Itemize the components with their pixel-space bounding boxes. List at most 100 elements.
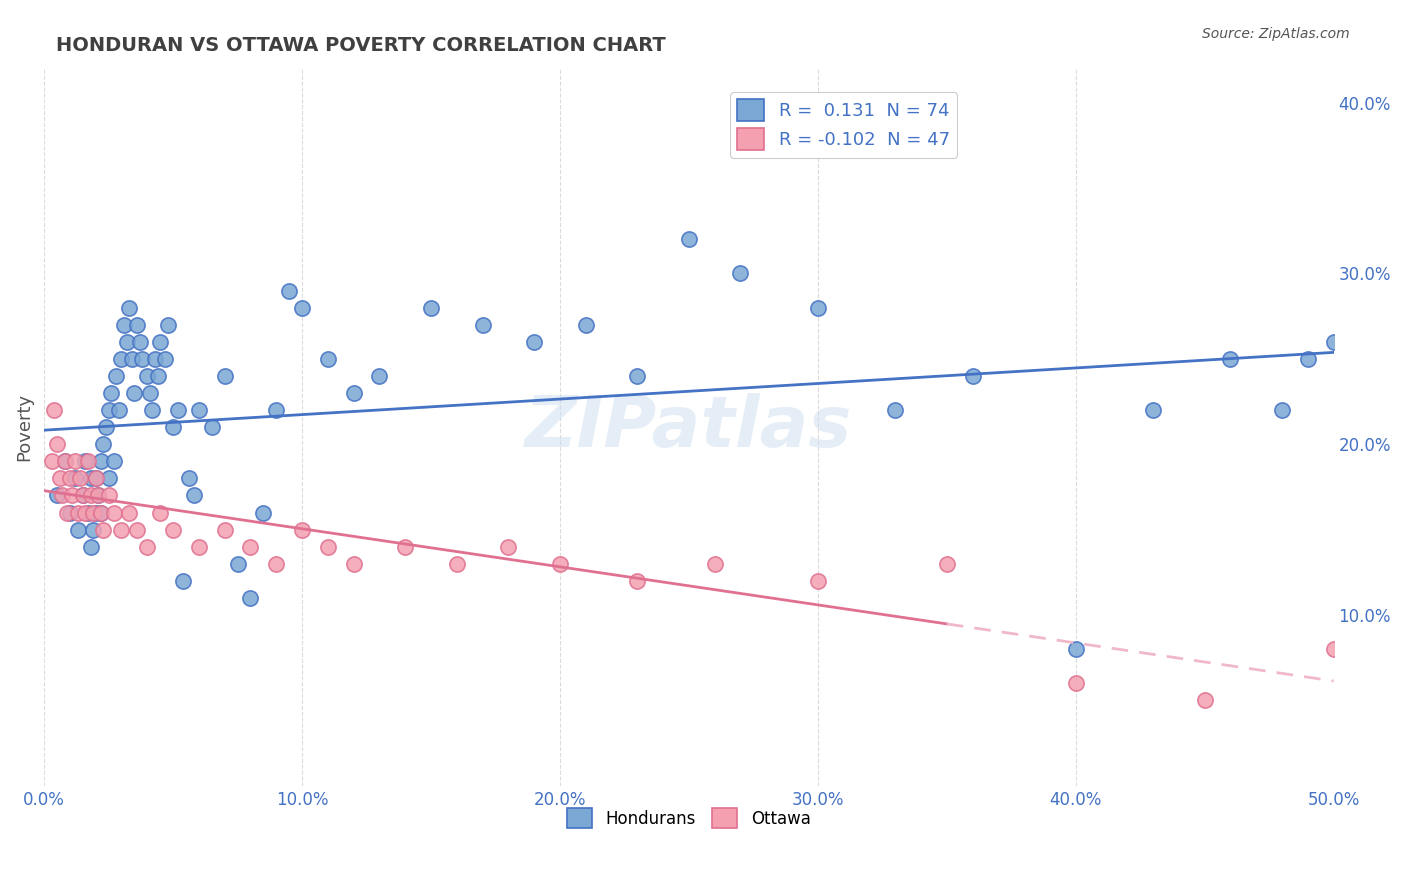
Point bbox=[187, 540, 209, 554]
Point bbox=[278, 284, 301, 298]
Point bbox=[84, 471, 107, 485]
Point bbox=[87, 488, 110, 502]
Text: HONDURAN VS OTTAWA POVERTY CORRELATION CHART: HONDURAN VS OTTAWA POVERTY CORRELATION C… bbox=[56, 36, 666, 54]
Point bbox=[105, 368, 128, 383]
Point bbox=[90, 506, 112, 520]
Point bbox=[172, 574, 194, 588]
Point bbox=[97, 488, 120, 502]
Point bbox=[124, 386, 146, 401]
Point bbox=[136, 540, 159, 554]
Point bbox=[53, 454, 76, 468]
Point bbox=[1323, 334, 1346, 349]
Point bbox=[125, 523, 148, 537]
Point bbox=[162, 420, 184, 434]
Point bbox=[82, 506, 104, 520]
Point bbox=[226, 557, 249, 571]
Point bbox=[128, 334, 150, 349]
Point bbox=[239, 540, 262, 554]
Point bbox=[97, 403, 120, 417]
Point bbox=[703, 557, 725, 571]
Point bbox=[46, 488, 69, 502]
Point bbox=[626, 368, 648, 383]
Point bbox=[962, 368, 984, 383]
Point bbox=[498, 540, 520, 554]
Point bbox=[291, 523, 314, 537]
Point bbox=[316, 540, 339, 554]
Point bbox=[239, 591, 262, 605]
Point bbox=[77, 454, 100, 468]
Point bbox=[394, 540, 416, 554]
Point bbox=[136, 368, 159, 383]
Point bbox=[162, 523, 184, 537]
Point bbox=[1271, 403, 1294, 417]
Point bbox=[84, 506, 107, 520]
Point bbox=[125, 318, 148, 332]
Point bbox=[291, 301, 314, 315]
Point bbox=[103, 454, 125, 468]
Point bbox=[678, 232, 700, 246]
Point bbox=[884, 403, 907, 417]
Point bbox=[807, 574, 830, 588]
Text: Source: ZipAtlas.com: Source: ZipAtlas.com bbox=[1202, 27, 1350, 41]
Point bbox=[167, 403, 190, 417]
Point bbox=[62, 488, 84, 502]
Point bbox=[626, 574, 648, 588]
Point bbox=[79, 471, 101, 485]
Point bbox=[103, 506, 125, 520]
Point bbox=[252, 506, 274, 520]
Point bbox=[935, 557, 957, 571]
Point bbox=[75, 454, 97, 468]
Point bbox=[446, 557, 468, 571]
Point bbox=[66, 523, 89, 537]
Point bbox=[1064, 642, 1087, 657]
Point bbox=[51, 488, 73, 502]
Point bbox=[94, 420, 117, 434]
Point bbox=[1064, 676, 1087, 690]
Point bbox=[93, 523, 115, 537]
Point bbox=[523, 334, 546, 349]
Point bbox=[146, 368, 169, 383]
Point bbox=[90, 506, 112, 520]
Point bbox=[115, 334, 138, 349]
Point bbox=[264, 403, 287, 417]
Point bbox=[44, 403, 66, 417]
Point bbox=[41, 454, 63, 468]
Point bbox=[187, 403, 209, 417]
Point bbox=[471, 318, 494, 332]
Point bbox=[155, 351, 177, 366]
Point bbox=[118, 301, 141, 315]
Point bbox=[183, 488, 205, 502]
Point bbox=[110, 523, 132, 537]
Point bbox=[1194, 693, 1216, 707]
Point bbox=[110, 351, 132, 366]
Point bbox=[131, 351, 153, 366]
Point bbox=[1323, 642, 1346, 657]
Point bbox=[548, 557, 571, 571]
Point bbox=[264, 557, 287, 571]
Point bbox=[69, 471, 91, 485]
Y-axis label: Poverty: Poverty bbox=[15, 393, 32, 461]
Point bbox=[84, 471, 107, 485]
Point bbox=[177, 471, 200, 485]
Point bbox=[48, 471, 70, 485]
Point bbox=[77, 506, 100, 520]
Point bbox=[112, 318, 135, 332]
Point bbox=[149, 506, 172, 520]
Point bbox=[75, 506, 97, 520]
Point bbox=[807, 301, 830, 315]
Point bbox=[72, 488, 94, 502]
Point bbox=[368, 368, 391, 383]
Point bbox=[97, 471, 120, 485]
Point bbox=[79, 488, 101, 502]
Point bbox=[72, 488, 94, 502]
Point bbox=[59, 471, 82, 485]
Point bbox=[1296, 351, 1319, 366]
Point bbox=[149, 334, 172, 349]
Point bbox=[316, 351, 339, 366]
Point bbox=[53, 454, 76, 468]
Point bbox=[59, 506, 82, 520]
Point bbox=[56, 506, 79, 520]
Point bbox=[201, 420, 224, 434]
Point bbox=[156, 318, 179, 332]
Point bbox=[66, 506, 89, 520]
